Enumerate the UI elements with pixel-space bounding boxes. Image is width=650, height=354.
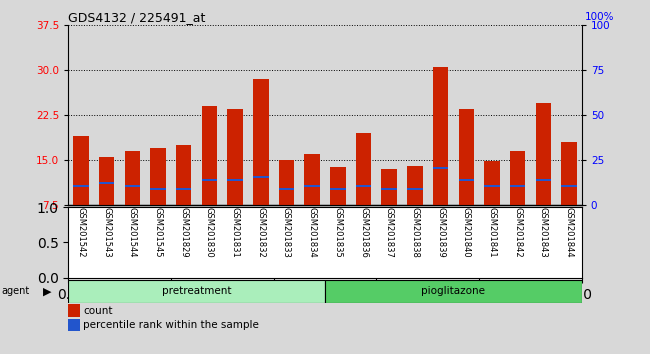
Bar: [510, 185, 525, 187]
Bar: [68, 304, 79, 317]
Text: GSM201837: GSM201837: [385, 207, 394, 258]
Bar: [68, 319, 79, 331]
Text: GDS4132 / 225491_at: GDS4132 / 225491_at: [68, 11, 205, 24]
Bar: [227, 179, 243, 181]
Bar: [325, 280, 582, 303]
Text: GSM201544: GSM201544: [128, 207, 137, 257]
Text: GSM201831: GSM201831: [231, 207, 240, 257]
Bar: [279, 160, 294, 205]
Bar: [99, 182, 114, 184]
Text: GSM201829: GSM201829: [179, 207, 188, 257]
Text: GSM201542: GSM201542: [77, 207, 86, 257]
Text: GSM201842: GSM201842: [513, 207, 522, 257]
Bar: [125, 151, 140, 205]
Bar: [176, 145, 192, 205]
Bar: [304, 185, 320, 187]
Bar: [125, 185, 140, 187]
Text: GSM201841: GSM201841: [488, 207, 497, 257]
Bar: [561, 142, 577, 205]
Bar: [150, 188, 166, 190]
Bar: [433, 67, 448, 205]
Bar: [73, 185, 89, 187]
Text: count: count: [83, 306, 112, 316]
Bar: [227, 109, 243, 205]
Text: GSM201832: GSM201832: [256, 207, 265, 257]
Bar: [330, 167, 346, 205]
Text: GSM201543: GSM201543: [102, 207, 111, 257]
Text: agent: agent: [1, 286, 29, 296]
Text: GSM201545: GSM201545: [153, 207, 162, 257]
Text: pretreatment: pretreatment: [162, 286, 231, 296]
Bar: [99, 157, 114, 205]
Text: percentile rank within the sample: percentile rank within the sample: [83, 320, 259, 330]
Text: GSM201839: GSM201839: [436, 207, 445, 257]
Text: GSM201830: GSM201830: [205, 207, 214, 257]
Bar: [253, 79, 268, 205]
Bar: [73, 136, 89, 205]
Bar: [150, 148, 166, 205]
Bar: [484, 185, 500, 187]
Text: 100%: 100%: [584, 12, 614, 22]
Bar: [433, 167, 448, 169]
Bar: [68, 280, 325, 303]
Text: GSM201843: GSM201843: [539, 207, 548, 257]
Text: pioglitazone: pioglitazone: [421, 286, 486, 296]
Bar: [561, 185, 577, 187]
Bar: [382, 169, 397, 205]
Text: GSM201833: GSM201833: [282, 207, 291, 258]
Bar: [330, 188, 346, 190]
Bar: [536, 179, 551, 181]
Text: GSM201834: GSM201834: [307, 207, 317, 257]
Bar: [382, 188, 397, 190]
Bar: [484, 161, 500, 205]
Text: ▶: ▶: [43, 286, 51, 296]
Bar: [304, 154, 320, 205]
Bar: [202, 106, 217, 205]
Bar: [253, 176, 268, 178]
Bar: [407, 166, 422, 205]
Text: GSM201836: GSM201836: [359, 207, 368, 258]
Bar: [202, 179, 217, 181]
Bar: [407, 188, 422, 190]
Bar: [356, 133, 371, 205]
Text: GSM201838: GSM201838: [410, 207, 419, 258]
Bar: [279, 188, 294, 190]
Text: GSM201840: GSM201840: [462, 207, 471, 257]
Bar: [176, 188, 192, 190]
Text: GSM201835: GSM201835: [333, 207, 343, 257]
Bar: [458, 109, 474, 205]
Bar: [458, 179, 474, 181]
Bar: [510, 151, 525, 205]
Bar: [536, 103, 551, 205]
Text: GSM201844: GSM201844: [564, 207, 573, 257]
Bar: [356, 185, 371, 187]
